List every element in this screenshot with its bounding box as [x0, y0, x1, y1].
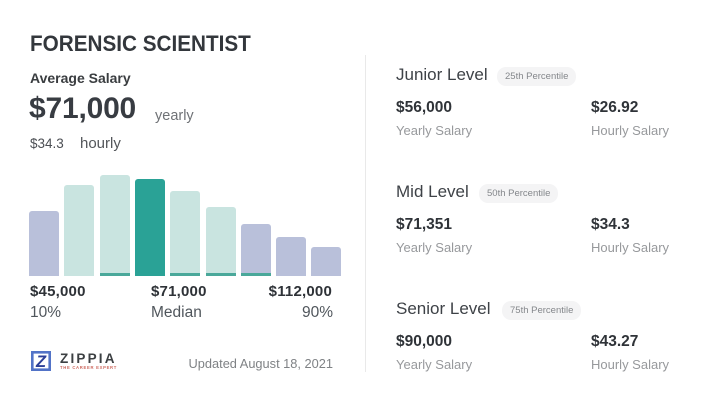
svg-text:Z: Z — [35, 353, 47, 371]
